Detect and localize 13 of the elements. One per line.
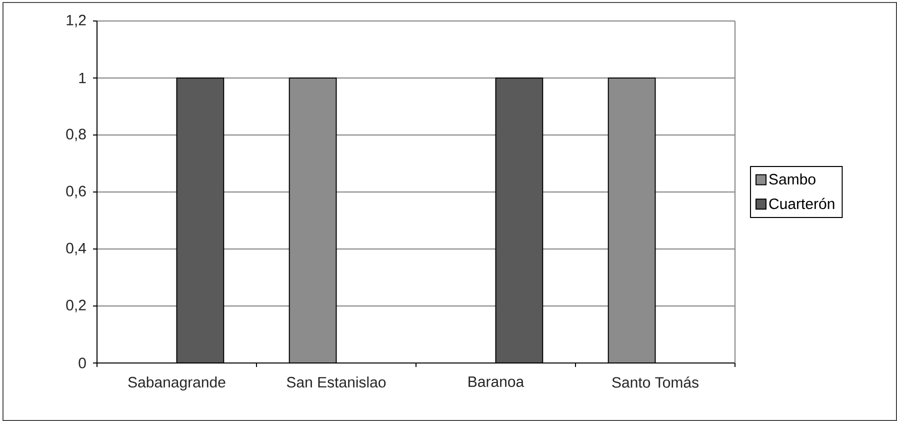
y-tick-label: 0,2 <box>66 300 86 312</box>
y-tick-label: 1,2 <box>66 14 86 28</box>
y-tick-label: 1 <box>79 72 86 84</box>
y-tick-label: 0 <box>78 358 86 368</box>
legend-label: Cuarterón <box>769 198 834 210</box>
y-tick-label: 0,8 <box>66 128 86 142</box>
legend-label: Sambo <box>769 174 816 185</box>
x-tick-label: Baranoa <box>468 376 524 387</box>
y-tick-label: 0,6 <box>66 186 86 198</box>
x-tick-label: Santo Tomás <box>612 376 698 388</box>
y-tick-label: 0,4 <box>66 242 86 256</box>
x-tick-label: San Estanislao <box>286 376 386 388</box>
x-tick-label: Sabanagrande <box>128 376 226 391</box>
